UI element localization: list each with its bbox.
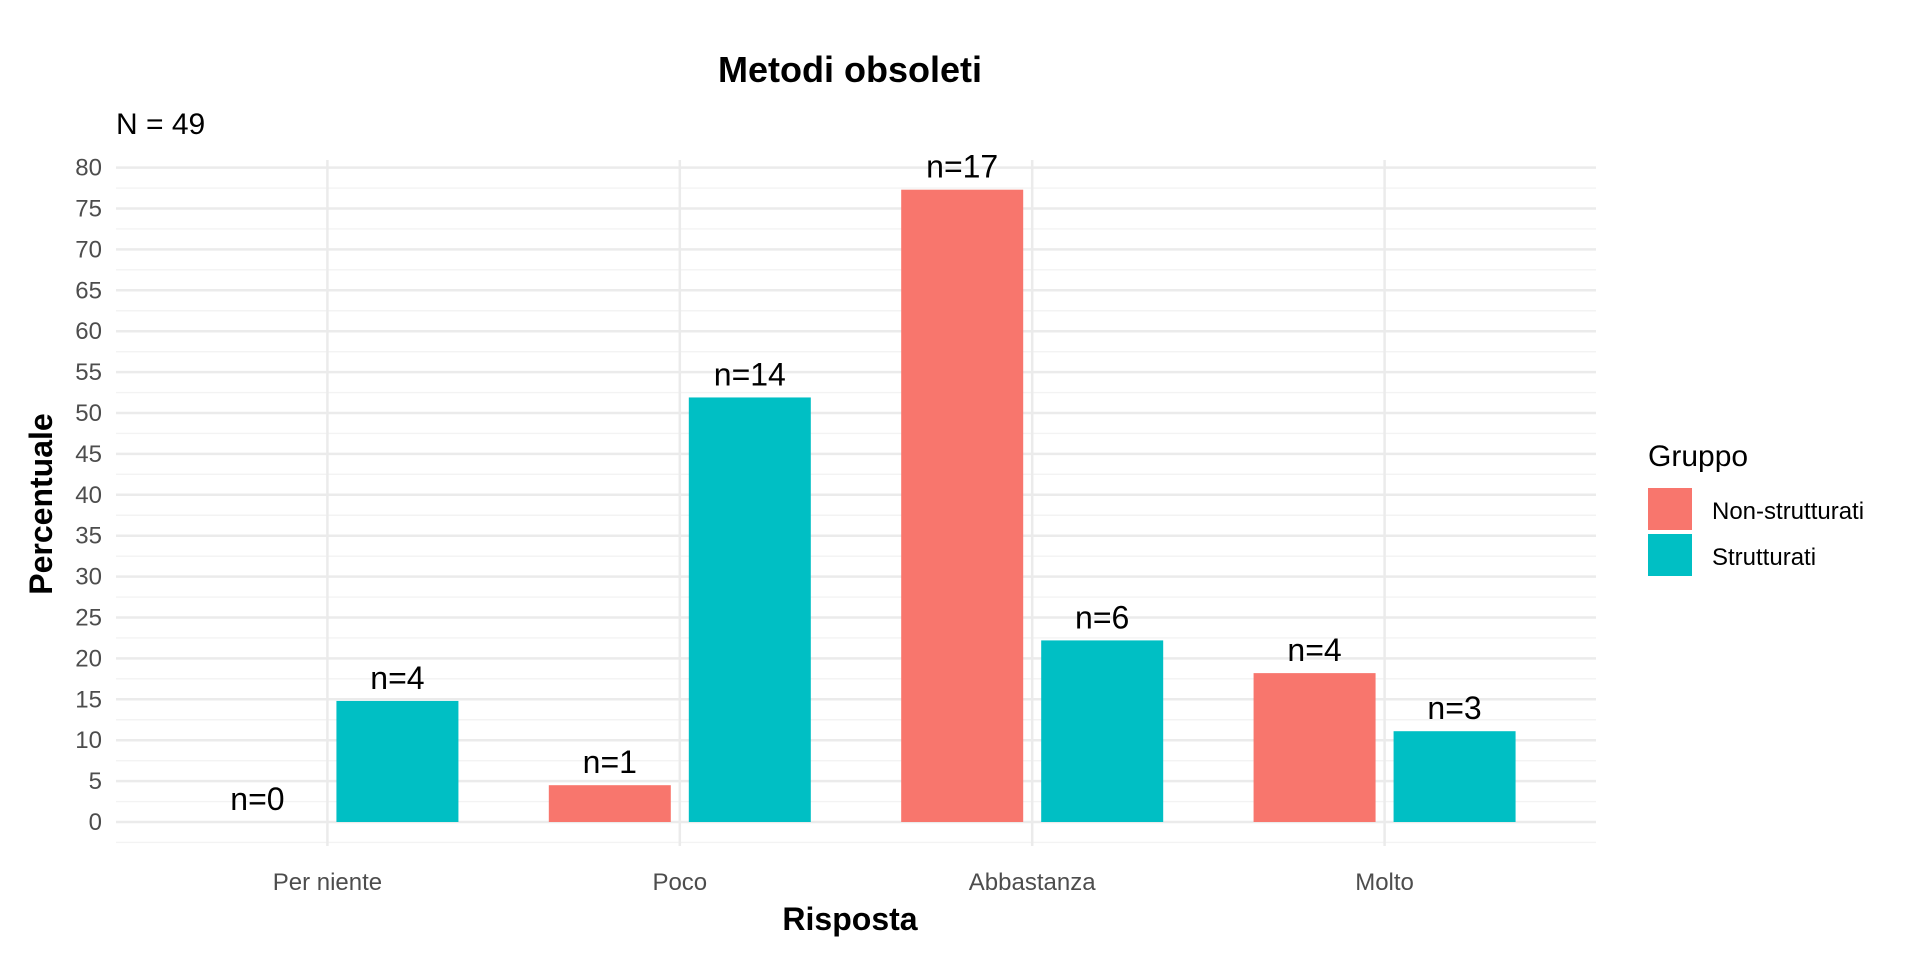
bar-strutturati xyxy=(1041,640,1164,822)
y-tick-label: 80 xyxy=(75,155,102,182)
data-label-strutturati: n=14 xyxy=(714,356,786,392)
legend-swatch-strutturati xyxy=(1648,534,1692,576)
y-tick-label: 70 xyxy=(75,236,102,263)
y-tick-label: 35 xyxy=(75,523,102,550)
data-label-non-strutturati: n=4 xyxy=(1287,632,1341,668)
legend: Gruppo Non-strutturati Strutturati xyxy=(1648,440,1864,576)
y-tick-label: 65 xyxy=(75,277,102,304)
bar-strutturati xyxy=(1393,731,1516,822)
bars-layer xyxy=(336,189,1516,822)
y-tick-label: 75 xyxy=(75,196,102,223)
legend-swatch-non-strutturati xyxy=(1648,488,1692,530)
data-labels-layer: n=0 n=1 n=17 n=4 n=4 n=14 n=6 n=3 xyxy=(230,149,1481,817)
legend-label-strutturati: Strutturati xyxy=(1712,544,1816,571)
data-label-non-strutturati: n=17 xyxy=(926,149,998,185)
data-label-non-strutturati: n=1 xyxy=(583,744,637,780)
y-axis-title: Percentuale xyxy=(23,413,59,594)
legend-title: Gruppo xyxy=(1648,440,1748,473)
x-axis-title: Risposta xyxy=(782,901,917,937)
data-label-strutturati: n=3 xyxy=(1427,690,1481,726)
bar-non-strutturati xyxy=(901,189,1024,822)
bar-strutturati xyxy=(688,397,811,822)
y-tick-label: 25 xyxy=(75,605,102,632)
y-tick-label: 40 xyxy=(75,482,102,509)
axes-layer: 0 5 10 15 20 25 30 35 40 45 50 55 60 65 70 75 80 Per nien… xyxy=(75,155,1414,896)
bar-non-strutturati xyxy=(548,785,671,822)
chart-title: Metodi obsoleti xyxy=(718,49,982,90)
y-tick-label: 20 xyxy=(75,645,102,672)
data-label-strutturati: n=4 xyxy=(370,660,424,696)
chart-subtitle: N = 49 xyxy=(116,108,205,141)
x-tick-label: Poco xyxy=(652,869,707,896)
y-tick-label: 30 xyxy=(75,564,102,591)
y-tick-label: 5 xyxy=(89,768,102,795)
x-tick-label: Per niente xyxy=(273,869,382,896)
y-tick-label: 45 xyxy=(75,441,102,468)
x-tick-label: Molto xyxy=(1355,869,1414,896)
y-tick-label: 15 xyxy=(75,686,102,713)
y-tick-label: 60 xyxy=(75,318,102,345)
y-tick-label: 50 xyxy=(75,400,102,427)
y-tick-label: 0 xyxy=(89,809,102,836)
y-tick-label: 10 xyxy=(75,727,102,754)
y-tick-label: 55 xyxy=(75,359,102,386)
bar-non-strutturati xyxy=(1253,673,1376,822)
data-label-non-strutturati: n=0 xyxy=(230,781,284,817)
grid-layer xyxy=(116,160,1596,846)
bar-strutturati xyxy=(336,700,459,822)
legend-label-non-strutturati: Non-strutturati xyxy=(1712,498,1864,525)
x-tick-label: Abbastanza xyxy=(969,869,1096,896)
data-label-strutturati: n=6 xyxy=(1075,599,1129,635)
